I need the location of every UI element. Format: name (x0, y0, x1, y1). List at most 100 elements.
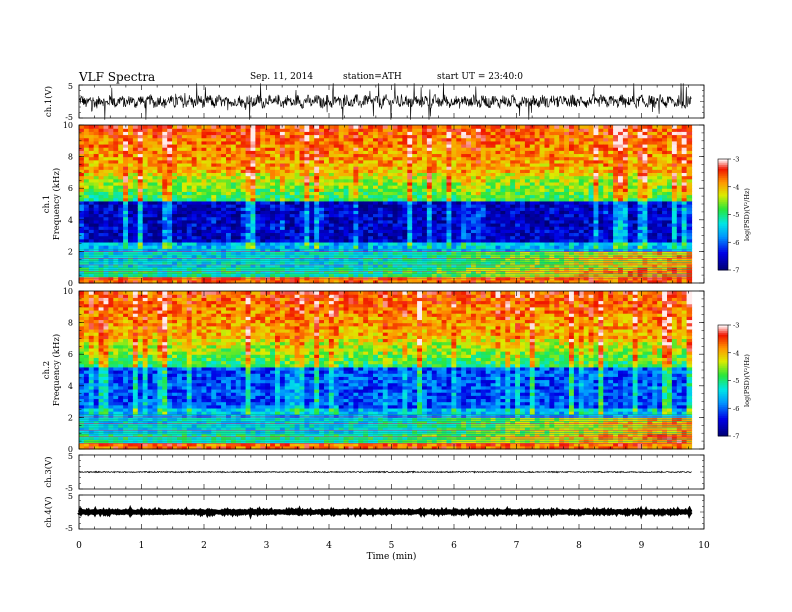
spectrogram-cell (142, 140, 149, 145)
spectrogram-cell (132, 191, 139, 196)
spectrogram-cell (177, 191, 183, 196)
spectrogram-cell (358, 257, 364, 262)
spectrogram-cell (333, 153, 340, 158)
spectrogram-cell (181, 159, 188, 164)
spectrogram-cell (211, 267, 217, 271)
spectrogram-cell (240, 140, 247, 145)
spectrogram-cell (289, 229, 296, 234)
spectrogram-cell (534, 270, 541, 275)
spectrogram-cell (88, 194, 95, 199)
spectrogram-cell (539, 178, 546, 183)
spectrogram-cell (417, 210, 423, 215)
spectrogram-cell (480, 245, 487, 249)
spectrogram-cell (83, 251, 90, 256)
spectrogram-cell (500, 125, 506, 129)
spectrogram-cell (147, 191, 154, 196)
spectrogram-cell (451, 153, 457, 158)
spectrogram-cell (304, 178, 310, 183)
spectrogram-cell (309, 251, 315, 256)
spectrogram-cell (456, 137, 462, 142)
spectrogram-cell (275, 204, 281, 208)
spectrogram-cell (431, 238, 438, 243)
spectrogram-cell (534, 169, 541, 173)
spectrogram-cell (265, 216, 271, 221)
spectrogram-cell (338, 166, 345, 170)
spectrogram-cell (412, 143, 418, 148)
spectrogram-cell (98, 172, 105, 177)
spectrogram-cell (529, 188, 536, 192)
spectrogram-cell (196, 185, 203, 189)
spectrogram-cell (299, 238, 305, 243)
spectrogram-cell (426, 143, 433, 148)
spectrogram-cell (260, 238, 266, 243)
spectrogram-cell (436, 181, 443, 186)
spectrogram-cell (270, 273, 276, 278)
spectrogram-cell (152, 248, 158, 252)
spectrogram-cell (382, 159, 389, 164)
spectrogram-cell (343, 137, 350, 142)
spectrogram-cell (529, 178, 536, 183)
spectrogram-cell (172, 185, 178, 189)
spectrogram-cell (211, 238, 217, 243)
spectrogram-cell (265, 279, 271, 284)
spectrogram-cell (544, 204, 550, 208)
spectrogram-cell (279, 194, 286, 199)
spectrogram-cell (88, 153, 95, 158)
spectrogram-cell (83, 128, 90, 132)
spectrogram-cell (83, 137, 90, 142)
spectrogram-cell (83, 273, 90, 278)
spectrogram-cell (98, 210, 105, 215)
spectrogram-cell (270, 175, 276, 180)
spectrogram-cell (83, 134, 90, 139)
spectrogram-cell (123, 156, 129, 161)
spectrogram-cell (343, 210, 350, 215)
spectrogram-cell (177, 172, 183, 177)
spectrogram-cell (333, 235, 340, 240)
spectrogram-cell (343, 194, 350, 199)
spectrogram-cell (240, 210, 247, 215)
spectrogram-cell (201, 264, 207, 268)
spectrogram-cell (226, 270, 232, 275)
spectrogram-cell (240, 131, 247, 136)
spectrogram-cell (260, 175, 266, 180)
spectrogram-cell (211, 131, 217, 136)
spectrogram-cell (471, 131, 477, 136)
spectrogram-cell (137, 279, 144, 284)
spectrogram-cell (515, 229, 521, 234)
spectrogram-cell (397, 229, 403, 234)
spectrogram-cell (181, 169, 188, 173)
spectrogram-cell (250, 131, 256, 136)
spectrogram-cell (152, 213, 158, 218)
spectrogram-cell (181, 128, 188, 132)
spectrogram-cell (471, 134, 477, 139)
spectrogram-cell (216, 128, 222, 132)
spectrogram-cell (333, 216, 340, 221)
spectrogram-cell (363, 156, 369, 161)
spectrogram-cell (240, 273, 247, 278)
spectrogram-cell (304, 264, 310, 268)
spectrogram-cell (515, 188, 521, 192)
spectrogram-cell (167, 267, 173, 271)
spectrogram-cell (495, 222, 501, 227)
spectrogram-cell (137, 188, 144, 192)
spectrogram-cell (235, 232, 242, 237)
spectrogram-cell (524, 181, 531, 186)
spectrogram-cell (294, 235, 301, 240)
spectrogram-cell (275, 235, 281, 240)
spectrogram-cell (333, 222, 340, 227)
spectrogram-cell (456, 204, 462, 208)
spectrogram-cell (128, 270, 134, 275)
spectrogram-cell (113, 125, 119, 129)
spectrogram-cell (113, 194, 119, 199)
spectrogram-cell (172, 172, 178, 177)
spectrogram-cell (368, 232, 374, 237)
spectrogram-cell (466, 257, 472, 262)
spectrogram-cell (108, 238, 114, 243)
spectrogram-cell (284, 131, 291, 136)
spectrogram-cell (348, 210, 354, 215)
spectrogram-cell (392, 175, 399, 180)
spectrogram-cell (172, 251, 178, 256)
spectrogram-cell (79, 207, 85, 211)
spectrogram-cell (353, 131, 359, 136)
spectrogram-cell (108, 241, 114, 246)
